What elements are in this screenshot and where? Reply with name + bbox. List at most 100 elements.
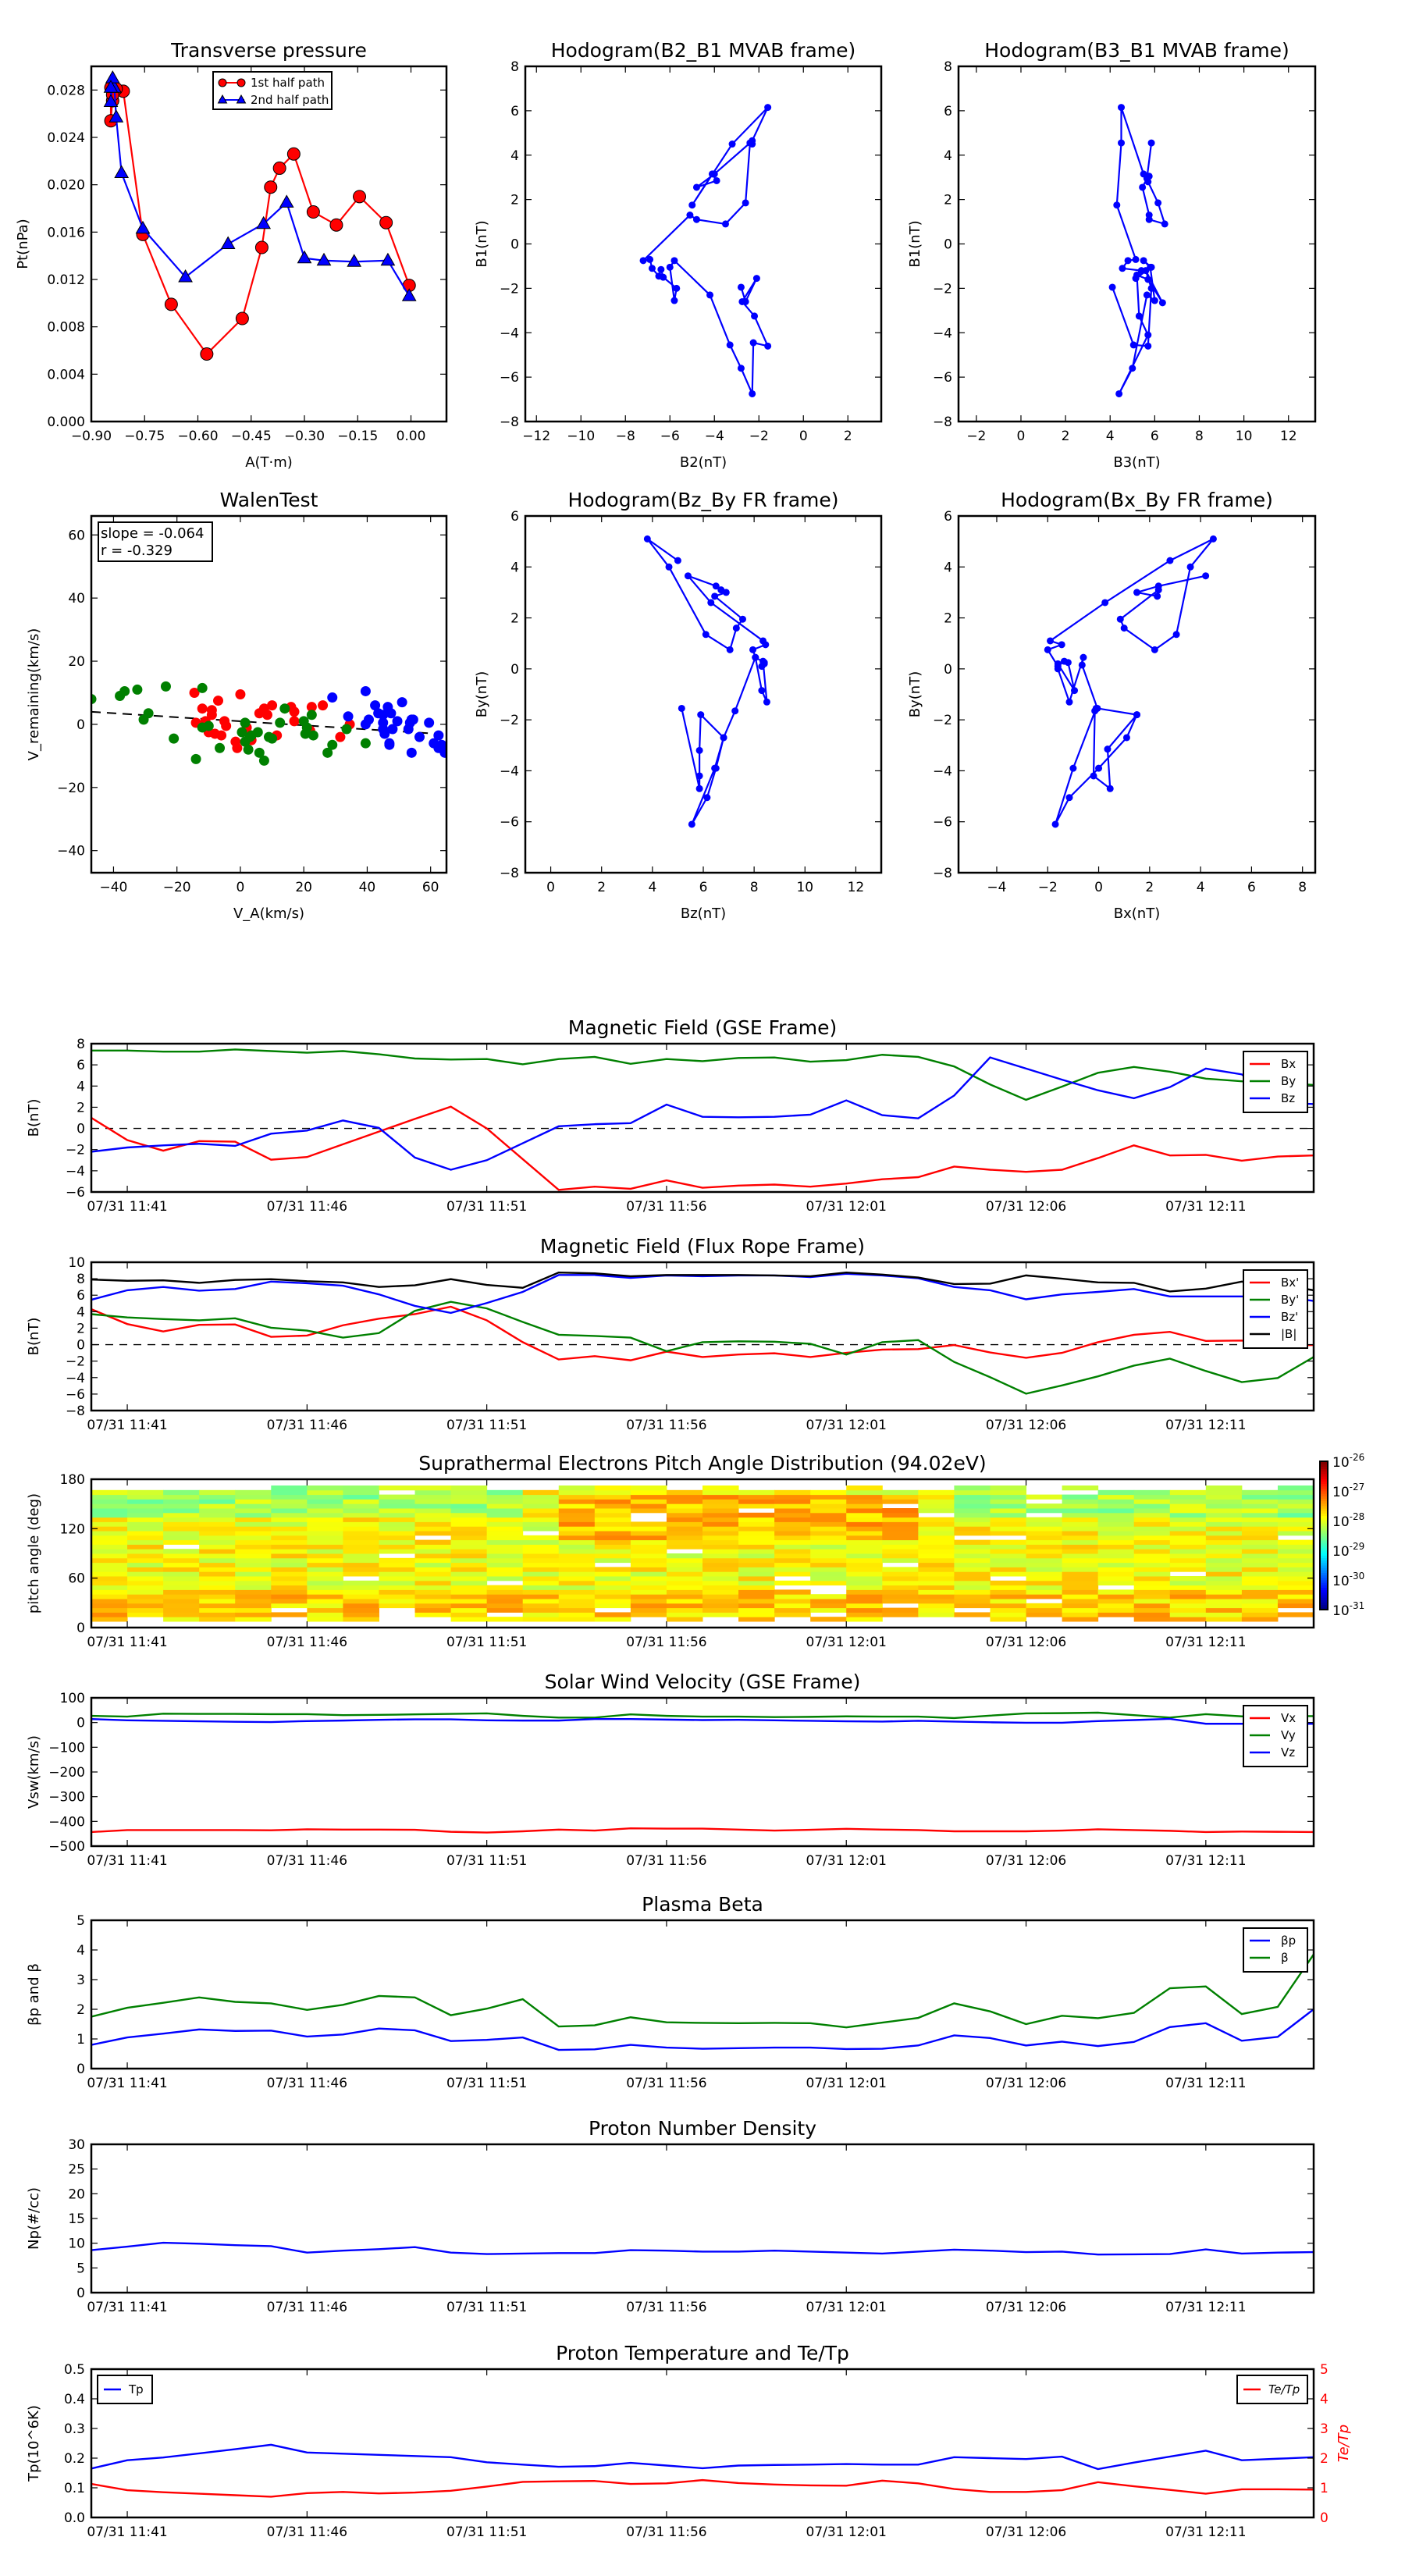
heatmap-cell bbox=[522, 1553, 560, 1559]
x-tick-label: 8 bbox=[750, 880, 759, 895]
heatmap-cell bbox=[846, 1617, 883, 1622]
point-triangle bbox=[135, 220, 151, 234]
heatmap-cell bbox=[127, 1576, 164, 1582]
heatmap-cell bbox=[522, 1526, 560, 1532]
heatmap-cell bbox=[1062, 1531, 1099, 1536]
y-tick-label: 0.000 bbox=[47, 415, 85, 430]
heatmap-cell bbox=[486, 1535, 524, 1541]
heatmap-cell bbox=[810, 1607, 847, 1613]
heatmap-cell bbox=[630, 1589, 667, 1595]
heatmap-cell bbox=[882, 1612, 919, 1617]
x-tick-label: −20 bbox=[163, 880, 191, 895]
heatmap-cell bbox=[594, 1508, 631, 1514]
point-blue bbox=[379, 728, 390, 739]
point-triangle bbox=[297, 250, 312, 264]
point bbox=[752, 275, 760, 283]
heatmap-cell bbox=[343, 1539, 379, 1545]
heatmap-cell bbox=[774, 1526, 811, 1532]
heatmap-cell bbox=[594, 1553, 631, 1559]
heatmap-cell bbox=[1133, 1544, 1171, 1550]
x-axis-label: V_A(km/s) bbox=[233, 906, 304, 922]
y-tick-label: 2 bbox=[944, 193, 952, 208]
heatmap-cell bbox=[450, 1553, 488, 1559]
chart-title: Hodogram(B3_B1 MVAB frame) bbox=[984, 39, 1289, 62]
point bbox=[684, 572, 692, 580]
heatmap-cell bbox=[414, 1562, 452, 1567]
y-axis-label: βp and β bbox=[26, 1963, 42, 2026]
heatmap-cell bbox=[954, 1553, 991, 1559]
y-tick-label: 6 bbox=[76, 1288, 85, 1304]
heatmap-cell bbox=[379, 1585, 416, 1590]
heatmap-cell bbox=[199, 1544, 236, 1550]
heatmap-cell bbox=[127, 1594, 164, 1599]
heatmap-cell bbox=[1205, 1553, 1243, 1559]
heatmap-cell bbox=[127, 1607, 164, 1613]
heatmap-cell bbox=[307, 1526, 343, 1532]
point bbox=[670, 257, 678, 265]
heatmap-cell bbox=[882, 1549, 919, 1554]
heatmap-cell bbox=[918, 1503, 955, 1509]
heatmap-cell bbox=[1062, 1562, 1099, 1567]
heatmap-cell bbox=[990, 1617, 1027, 1622]
plot-frame bbox=[957, 65, 1317, 423]
heatmap-cell bbox=[882, 1489, 919, 1496]
y-tick-label: −4 bbox=[500, 326, 519, 341]
y-tick-label: −20 bbox=[57, 781, 85, 796]
heatmap-cell bbox=[307, 1512, 343, 1518]
heatmap-cell bbox=[738, 1499, 775, 1504]
y-tick-label: 0 bbox=[76, 1338, 85, 1354]
colorbar-segment bbox=[1320, 1510, 1328, 1514]
point-blue bbox=[370, 700, 381, 711]
heatmap-cell bbox=[414, 1549, 452, 1554]
series-line-0 bbox=[1112, 107, 1166, 394]
x-tick-label: 0 bbox=[799, 429, 808, 444]
point-triangle bbox=[178, 269, 193, 283]
point bbox=[722, 589, 730, 596]
heatmap-cell bbox=[630, 1503, 667, 1509]
heatmap-cell bbox=[199, 1499, 236, 1504]
heatmap-cell bbox=[594, 1539, 631, 1545]
heatmap-cell bbox=[414, 1517, 452, 1522]
heatmap-cell bbox=[558, 1589, 596, 1595]
heatmap-cell bbox=[882, 1580, 919, 1586]
heatmap-cell bbox=[1241, 1553, 1279, 1559]
heatmap-cell bbox=[1169, 1517, 1207, 1522]
heatmap-cell bbox=[1097, 1526, 1135, 1532]
heatmap-cell bbox=[486, 1594, 524, 1599]
colorbar-segment bbox=[1320, 1461, 1328, 1464]
heatmap-cell bbox=[1026, 1567, 1063, 1572]
heatmap-cell bbox=[702, 1544, 739, 1550]
point-triangle bbox=[114, 165, 130, 178]
heatmap-cell bbox=[1062, 1512, 1099, 1518]
heatmap-cell bbox=[594, 1531, 631, 1536]
point bbox=[648, 265, 656, 272]
heatmap-cell bbox=[414, 1503, 452, 1509]
point bbox=[686, 212, 694, 219]
point bbox=[695, 772, 703, 780]
heatmap-cell bbox=[127, 1508, 164, 1514]
x-tick-label: 60 bbox=[422, 880, 439, 895]
heatmap-cell bbox=[91, 1521, 128, 1527]
colorbar-segment bbox=[1320, 1604, 1328, 1608]
heatmap-cell bbox=[163, 1612, 200, 1617]
heatmap-cell bbox=[343, 1508, 379, 1514]
colorbar-segment bbox=[1320, 1535, 1328, 1539]
heatmap-cell bbox=[379, 1580, 416, 1586]
heatmap-cell bbox=[1241, 1549, 1279, 1554]
heatmap-cell bbox=[702, 1521, 739, 1527]
heatmap-cell bbox=[163, 1521, 200, 1527]
heatmap-cell bbox=[127, 1521, 164, 1527]
x-tick-label: 0.00 bbox=[397, 429, 426, 444]
heatmap-cell bbox=[1026, 1517, 1063, 1522]
heatmap-cell bbox=[990, 1485, 1027, 1491]
heatmap-cell bbox=[702, 1553, 739, 1559]
heatmap-cell bbox=[630, 1508, 667, 1514]
heatmap-cell bbox=[127, 1580, 164, 1586]
x-tick-label: 07/31 11:46 bbox=[267, 1418, 347, 1433]
heatmap-cell bbox=[630, 1603, 667, 1609]
y-tick-label: −2 bbox=[933, 713, 952, 728]
heatmap-cell bbox=[450, 1567, 488, 1572]
heatmap-cell bbox=[307, 1535, 343, 1541]
point bbox=[1186, 563, 1194, 571]
heatmap-cell bbox=[199, 1521, 236, 1527]
